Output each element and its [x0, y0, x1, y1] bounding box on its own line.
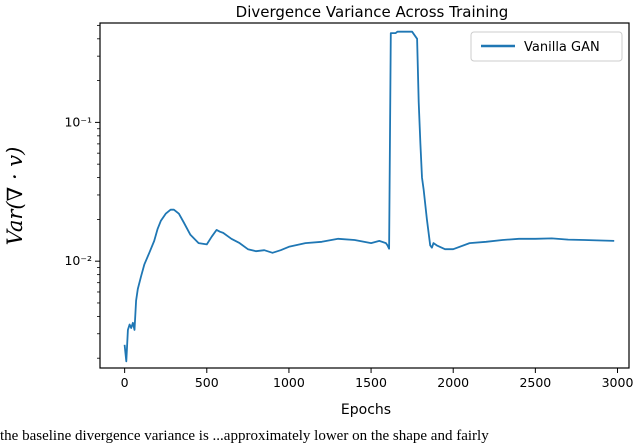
x-axis-label: Epochs [341, 402, 391, 418]
x-tick-label: 1000 [273, 375, 305, 390]
plot-area: 0 500 1000 1500 2000 2500 3000 10⁻² 10⁻¹ [64, 22, 634, 390]
axes-frame [99, 22, 630, 369]
x-tick-label: 3000 [602, 375, 634, 390]
legend-box [470, 31, 623, 62]
figure-caption: the baseline divergence variance is ...a… [0, 428, 489, 444]
y-tick-label: 10⁻² [64, 253, 92, 268]
axis-ticks: 0 500 1000 1500 2000 2500 3000 10⁻² 10⁻¹ [64, 24, 634, 390]
chart-title: Divergence Variance Across Training [236, 3, 509, 21]
x-tick-label: 2500 [519, 375, 551, 390]
x-tick-label: 1500 [355, 375, 387, 390]
x-tick-label: 0 [121, 375, 129, 390]
y-axis-label: Var(∇ · v) [3, 147, 27, 246]
x-tick-label: 500 [195, 375, 219, 390]
series-line-vanilla-gan [123, 30, 615, 363]
legend-label: Vanilla GAN [524, 40, 600, 55]
y-tick-label: 10⁻¹ [64, 114, 92, 129]
x-tick-label: 2000 [437, 375, 469, 390]
legend: Vanilla GAN [470, 31, 623, 62]
